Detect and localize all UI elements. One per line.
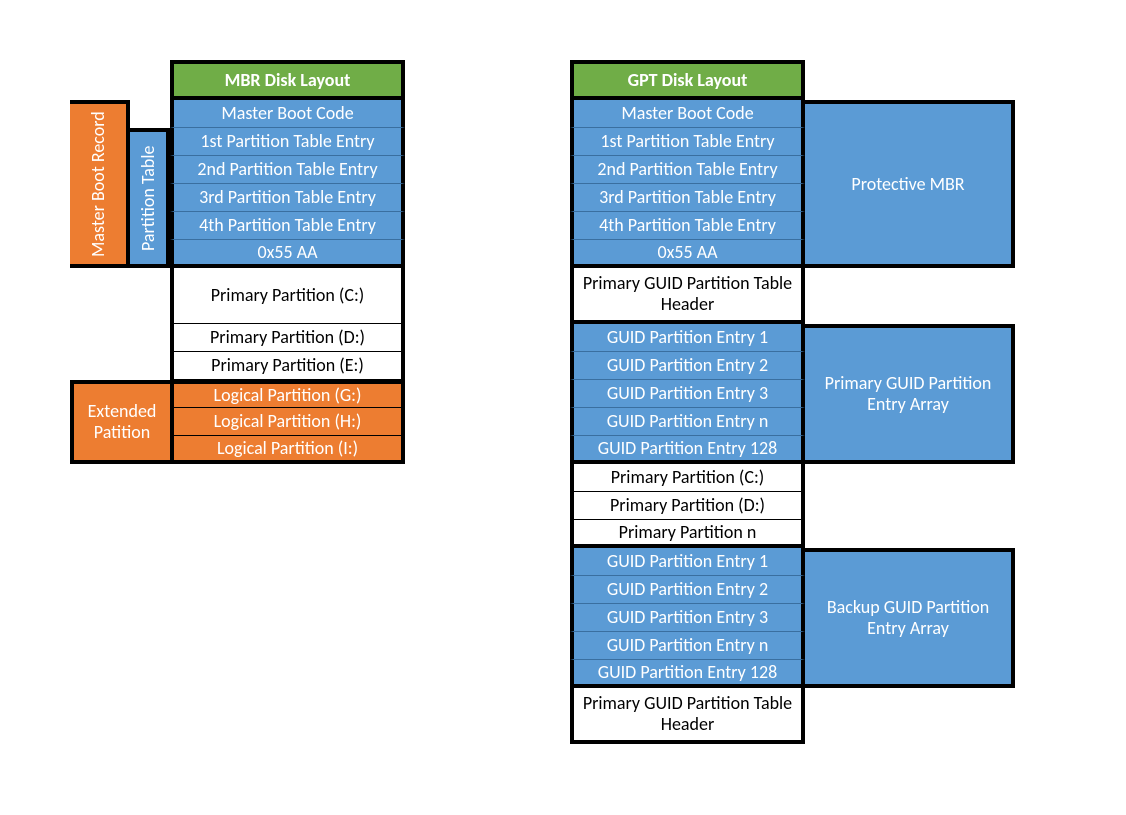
mbr-primary: Primary Partition (D:) [170, 324, 405, 352]
gpt-mbr-row: 1st Partition Table Entry [570, 128, 805, 156]
gpt-backup-entry: GUID Partition Entry 128 [570, 660, 805, 688]
mbr-row: 3rd Partition Table Entry [170, 184, 405, 212]
gpt-primary-entry: GUID Partition Entry 2 [570, 352, 805, 380]
gpt-backup-entry: GUID Partition Entry n [570, 632, 805, 660]
gpt-primary-header: Primary GUID Partition Table Header [570, 268, 805, 324]
gpt-side-backup-array: Backup GUID Partition Entry Array [805, 548, 1015, 688]
mbr-row: 4th Partition Table Entry [170, 212, 405, 240]
gpt-mbr-row: 4th Partition Table Entry [570, 212, 805, 240]
gpt-mbr-row: 2nd Partition Table Entry [570, 156, 805, 184]
gpt-primary-entry: GUID Partition Entry n [570, 408, 805, 436]
mbr-primary: Primary Partition (C:) [170, 268, 405, 324]
mbr-logical: Logical Partition (I:) [170, 436, 405, 464]
mbr-row: 2nd Partition Table Entry [170, 156, 405, 184]
gpt-backup-header: Primary GUID Partition Table Header [570, 688, 805, 744]
mbr-side-extended-partition: ExtendedPatition [70, 380, 170, 464]
mbr-row: Master Boot Code [170, 100, 405, 128]
gpt-mbr-row: Master Boot Code [570, 100, 805, 128]
gpt-partition: Primary Partition (D:) [570, 492, 805, 520]
mbr-title: MBR Disk Layout [170, 60, 405, 100]
gpt-backup-entry: GUID Partition Entry 2 [570, 576, 805, 604]
gpt-partition: Primary Partition (C:) [570, 464, 805, 492]
gpt-backup-entry: GUID Partition Entry 1 [570, 548, 805, 576]
mbr-primary: Primary Partition (E:) [170, 352, 405, 380]
gpt-side-primary-array: Primary GUID Partition Entry Array [805, 324, 1015, 464]
gpt-mbr-row: 3rd Partition Table Entry [570, 184, 805, 212]
gpt-backup-entry: GUID Partition Entry 3 [570, 604, 805, 632]
mbr-row: 1st Partition Table Entry [170, 128, 405, 156]
gpt-title: GPT Disk Layout [570, 60, 805, 100]
gpt-partition: Primary Partition n [570, 520, 805, 548]
mbr-logical: Logical Partition (G:) [170, 380, 405, 408]
mbr-side-partition-table: Partition Table [130, 128, 170, 268]
mbr-row: 0x55 AA [170, 240, 405, 268]
gpt-primary-entry: GUID Partition Entry 3 [570, 380, 805, 408]
gpt-mbr-row: 0x55 AA [570, 240, 805, 268]
gpt-primary-entry: GUID Partition Entry 128 [570, 436, 805, 464]
mbr-side-master-boot-record: Master Boot Record [70, 100, 130, 268]
mbr-logical: Logical Partition (H:) [170, 408, 405, 436]
gpt-side-protective-mbr: Protective MBR [805, 100, 1015, 268]
gpt-primary-entry: GUID Partition Entry 1 [570, 324, 805, 352]
